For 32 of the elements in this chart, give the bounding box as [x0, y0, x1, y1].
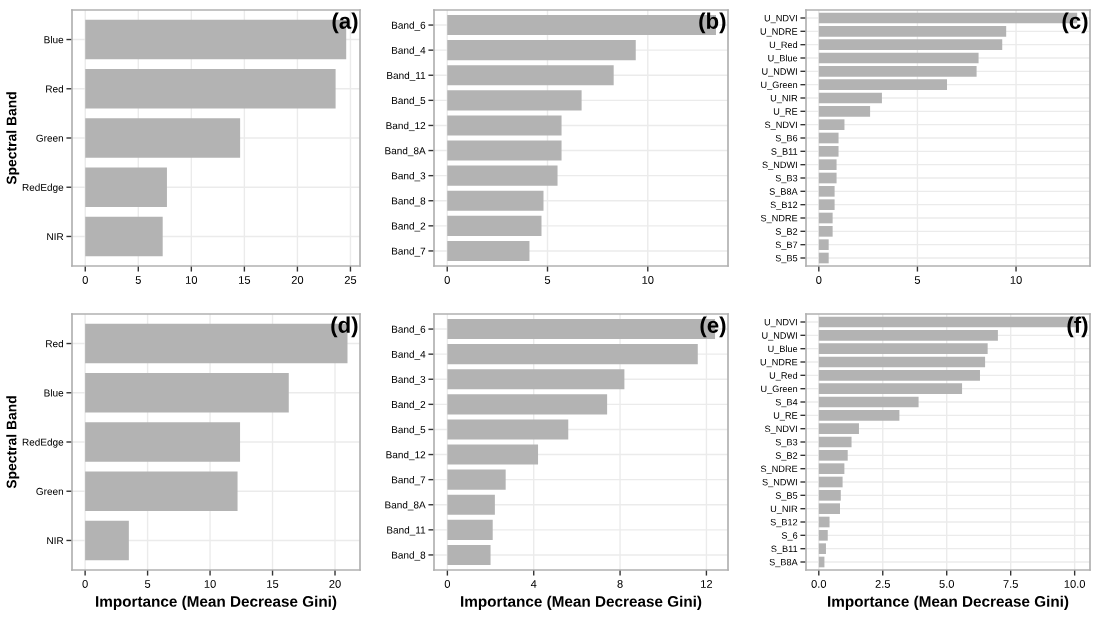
bar [447, 115, 562, 136]
bar [447, 40, 636, 61]
bar [85, 167, 167, 207]
bar [447, 469, 506, 490]
bar [447, 369, 625, 390]
bar [85, 520, 129, 561]
annotation: (d) [331, 316, 358, 338]
bar [85, 69, 336, 109]
bar [447, 544, 491, 565]
bar [447, 165, 558, 186]
bar [85, 471, 238, 511]
bar [447, 65, 614, 86]
bar [85, 422, 241, 462]
annotation: (a) [332, 12, 358, 34]
bar [447, 444, 539, 465]
annotation: (c) [1062, 12, 1088, 34]
bar [447, 215, 542, 236]
bar [447, 519, 493, 540]
bar [85, 373, 289, 413]
bar [447, 344, 698, 365]
bar [447, 240, 530, 261]
annotation: (f) [1067, 316, 1088, 338]
bar [447, 140, 562, 161]
bar [447, 190, 544, 211]
bar [447, 90, 582, 111]
annotation: (e) [700, 316, 726, 338]
bar [447, 494, 495, 515]
bar [447, 394, 608, 415]
bar [447, 419, 569, 440]
bar [85, 216, 163, 257]
annotation: (b) [699, 12, 726, 34]
bar [85, 118, 241, 158]
